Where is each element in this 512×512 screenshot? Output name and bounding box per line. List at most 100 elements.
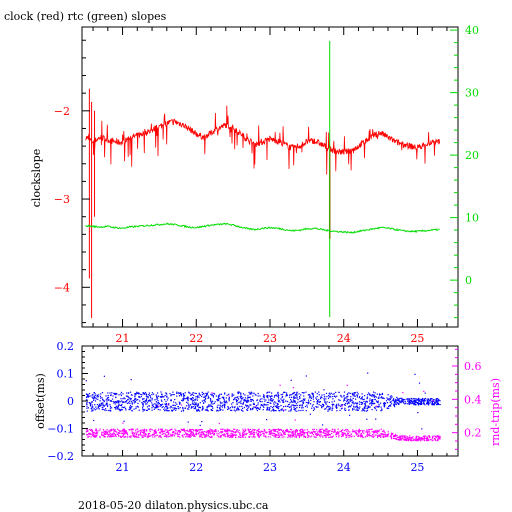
roundtrip-point: [409, 435, 411, 437]
roundtrip-point: [101, 433, 103, 435]
offset-point: [115, 408, 117, 410]
roundtrip-point: [379, 435, 381, 437]
offset-point: [119, 401, 121, 403]
offset-point: [326, 406, 328, 408]
offset-point: [277, 406, 279, 408]
roundtrip-point: [130, 429, 132, 431]
roundtrip-point: [297, 434, 299, 436]
offset-point: [86, 407, 88, 409]
offset-point: [259, 406, 261, 408]
offset-point: [333, 400, 335, 402]
roundtrip-point: [161, 428, 163, 430]
offset-point: [371, 404, 373, 406]
offset-point: [157, 400, 159, 402]
roundtrip-point: [203, 436, 205, 438]
offset-point: [349, 400, 351, 402]
offset-point: [423, 398, 426, 400]
roundtrip-point: [161, 430, 163, 432]
offset-point: [418, 397, 420, 399]
offset-point: [395, 403, 397, 405]
roundtrip-point: [428, 439, 430, 441]
roundtrip-point: [287, 436, 289, 438]
offset-point: [296, 403, 298, 405]
offset-point: [196, 395, 198, 397]
offset-point: [366, 398, 368, 400]
offset-point: [102, 398, 104, 400]
roundtrip-point: [329, 436, 331, 438]
offset-point: [136, 399, 138, 401]
offset-point: [347, 395, 349, 397]
offset-point: [134, 396, 136, 398]
roundtrip-point: [405, 439, 408, 442]
roundtrip-point: [325, 428, 327, 430]
offset-point: [144, 400, 146, 402]
offset-point: [357, 393, 359, 395]
roundtrip-point: [296, 429, 298, 431]
roundtrip-point: [122, 434, 124, 436]
offset-point: [312, 396, 314, 398]
offset-point: [296, 391, 298, 393]
offset-point: [154, 399, 156, 401]
offset-point: [156, 406, 158, 408]
offset-point: [182, 409, 184, 411]
offset-point: [346, 393, 349, 395]
offset-point: [194, 406, 196, 408]
offset-point: [418, 382, 421, 384]
offset-point: [143, 393, 145, 395]
roundtrip-point: [237, 431, 240, 433]
roundtrip-point: [111, 435, 114, 437]
offset-point: [392, 400, 394, 402]
roundtrip-point: [209, 430, 211, 432]
roundtrip-point: [118, 435, 120, 437]
offset-point: [363, 398, 365, 400]
offset-point: [180, 393, 182, 395]
offset-point: [368, 400, 371, 402]
offset-point: [124, 401, 126, 403]
offset-point: [269, 396, 272, 398]
offset-point: [404, 403, 406, 405]
offset-point: [241, 405, 243, 408]
roundtrip-point: [410, 438, 412, 440]
offset-point: [138, 396, 140, 398]
offset-point: [142, 402, 144, 404]
roundtrip-point: [192, 431, 194, 433]
offset-point: [247, 405, 249, 407]
offset-point: [248, 400, 250, 402]
offset-point: [438, 403, 440, 406]
offset-point: [331, 401, 333, 403]
roundtrip-point: [120, 436, 122, 438]
roundtrip-point: [167, 431, 169, 433]
roundtrip-point: [260, 432, 262, 434]
offset-point: [424, 400, 426, 402]
roundtrip-point: [204, 434, 206, 437]
roundtrip-point: [288, 431, 290, 433]
offset-point: [312, 393, 314, 395]
offset-point: [308, 402, 310, 404]
offset-point: [300, 404, 302, 406]
offset-point: [266, 406, 268, 408]
offset-point: [237, 406, 239, 408]
offset-point: [347, 399, 349, 401]
roundtrip-point: [305, 432, 307, 434]
offset-point: [86, 396, 88, 398]
offset-point: [95, 398, 97, 400]
offset-point: [89, 404, 91, 406]
roundtrip-point: [357, 430, 359, 432]
roundtrip-point: [377, 430, 379, 432]
offset-point: [231, 405, 233, 407]
roundtrip-point: [294, 431, 296, 433]
offset-point: [150, 397, 152, 399]
roundtrip-point: [272, 432, 274, 434]
offset-point: [259, 408, 261, 410]
offset-point: [369, 403, 371, 405]
roundtrip-point: [342, 432, 344, 434]
offset-point: [221, 396, 223, 398]
roundtrip-point: [407, 437, 409, 439]
roundtrip-point: [188, 436, 190, 438]
offset-point: [420, 400, 423, 403]
roundtrip-point: [199, 429, 201, 431]
offset-point: [179, 402, 181, 404]
offset-point: [193, 401, 195, 403]
offset-point: [86, 393, 88, 395]
roundtrip-point: [205, 434, 207, 436]
